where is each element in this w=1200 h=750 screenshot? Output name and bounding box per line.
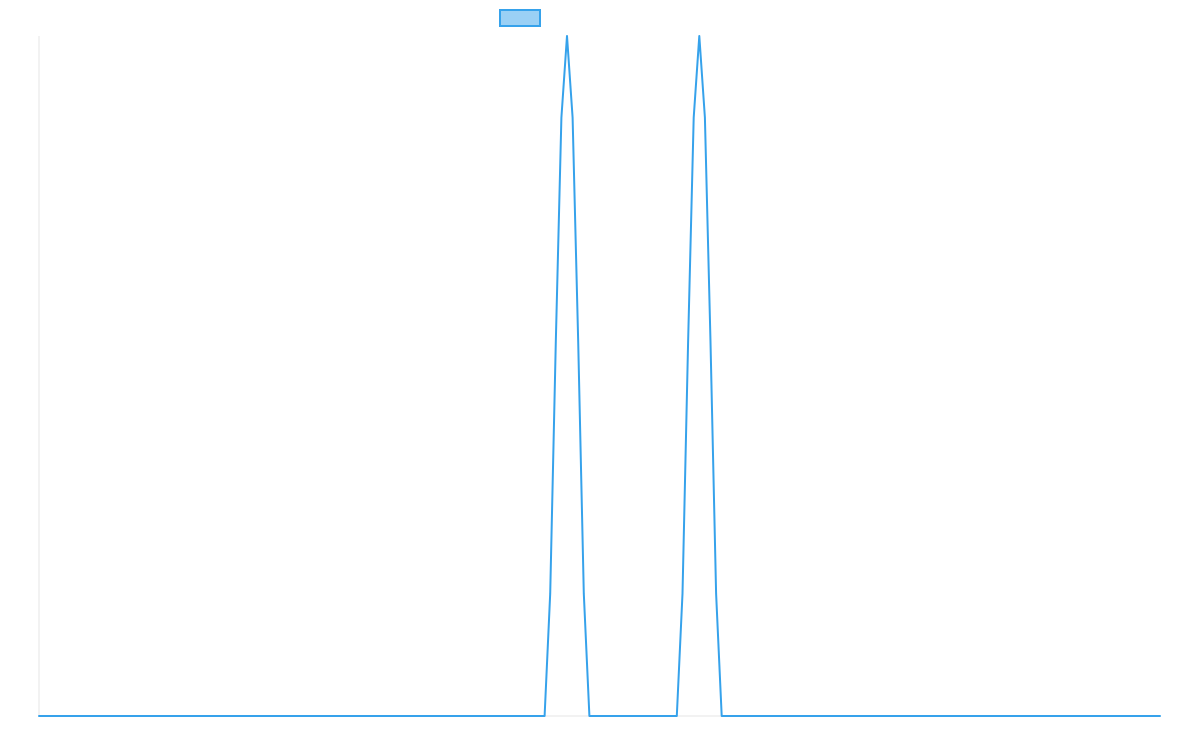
series-line-0 (38, 35, 1161, 717)
legend-swatch[interactable] (499, 9, 541, 27)
